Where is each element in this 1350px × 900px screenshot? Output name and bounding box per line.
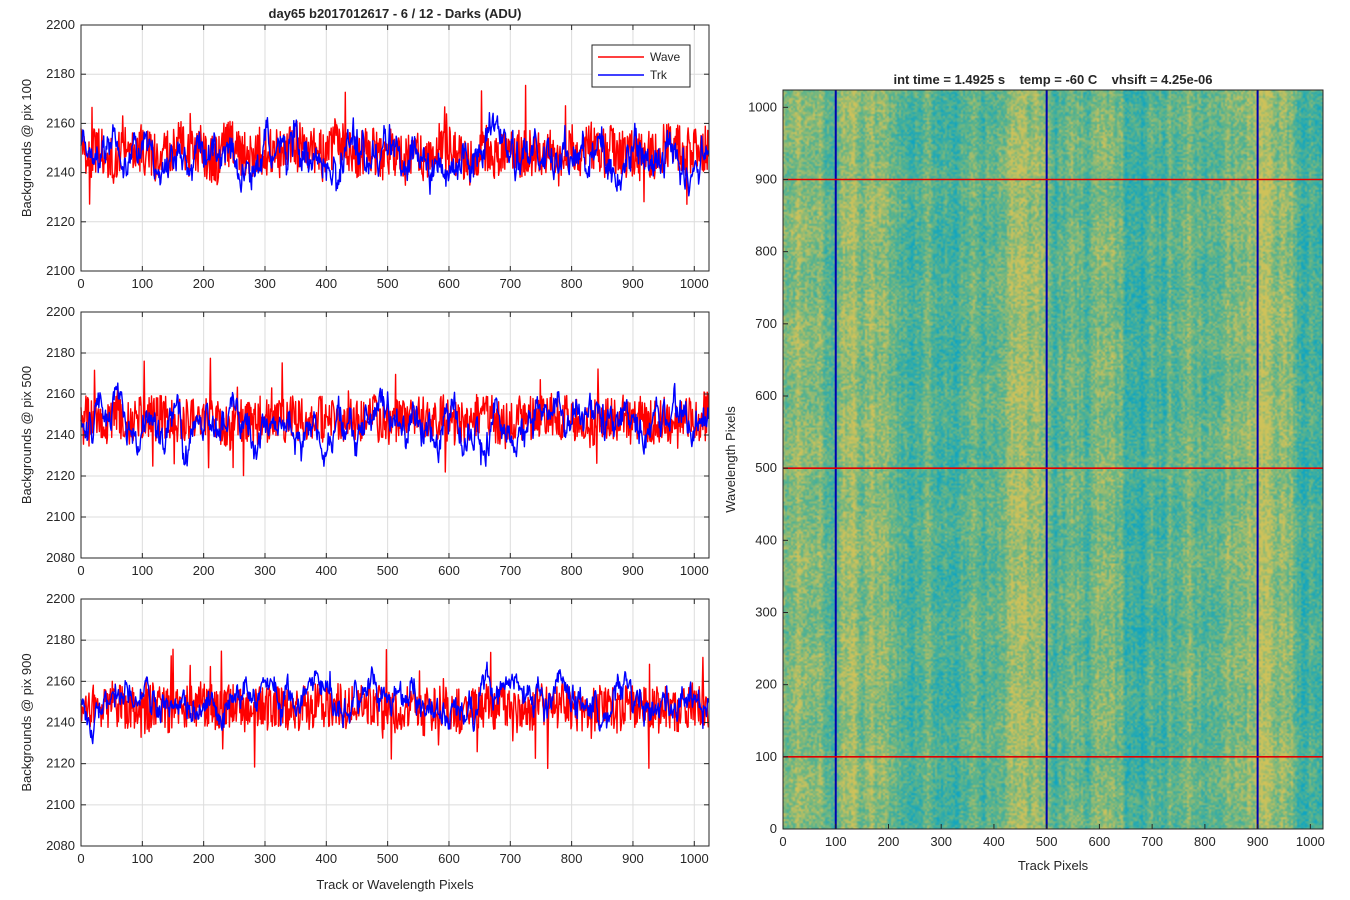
x-tick-label: 100 [131,851,153,866]
x-tick-label: 500 [377,851,399,866]
x-tick-label: 1000 [1296,834,1325,849]
y-tick-label: 2140 [46,165,75,180]
x-tick-label: 500 [1036,834,1058,849]
x-tick-label: 200 [193,851,215,866]
x-tick-label: 200 [878,834,900,849]
x-tick-label: 800 [561,563,583,578]
y-tick-label: 300 [755,604,777,619]
y-tick-label: 500 [755,460,777,475]
y-tick-label: 2140 [46,427,75,442]
x-tick-label: 900 [622,851,644,866]
x-tick-label: 0 [77,851,84,866]
x-tick-label: 400 [983,834,1005,849]
heatmap-panel: 0 100 200 300 400 500 600 700 800 900 1000 0 100 200 3… [723,72,1325,873]
chart-title: day65 b2017012617 - 6 / 12 - Darks (ADU) [269,6,522,21]
x-tick-label: 400 [315,563,337,578]
y-tick-label: 1000 [748,99,777,114]
x-tick-label: 800 [1194,834,1216,849]
x-tick-label: 200 [193,563,215,578]
x-tick-label: 1000 [680,563,709,578]
series-line-trk [80,661,710,745]
x-tick-label: 600 [438,276,460,291]
x-tick-label: 900 [622,276,644,291]
x-tick-label: 300 [254,276,276,291]
line-panel-2: 0 100 200 300 400 500 600 700 800 900 1000 2080 2100… [19,304,710,578]
x-tick-label: 800 [561,276,583,291]
x-tick-label: 300 [930,834,952,849]
line-panel-3: 0 100 200 300 400 500 600 700 800 900 1000 2080 2100… [19,591,710,892]
y-tick-label: 2100 [46,509,75,524]
y-tick-label: 2120 [46,214,75,229]
y-tick-label: 800 [755,244,777,259]
x-tick-label: 1000 [680,276,709,291]
y-tick-label: 200 [755,677,777,692]
y-axis-label: Backgrounds @ pix 100 [19,79,34,217]
legend-label-trk: Trk [650,68,668,82]
x-tick-label: 0 [77,563,84,578]
legend-label-wave: Wave [650,50,681,64]
x-tick-label: 500 [377,276,399,291]
y-tick-label: 0 [770,821,777,836]
y-tick-label: 100 [755,749,777,764]
y-tick-label: 2160 [46,115,75,130]
y-tick-label: 2100 [46,797,75,812]
y-tick-label: 2200 [46,17,75,32]
y-tick-label: 2180 [46,632,75,647]
axes-frame [80,24,710,272]
y-tick-label: 2160 [46,386,75,401]
x-tick-label: 500 [377,563,399,578]
x-tick-label: 900 [622,563,644,578]
x-tick-label: 700 [499,276,521,291]
x-axis-label: Track or Wavelength Pixels [316,877,474,892]
y-tick-label: 400 [755,532,777,547]
y-tick-label: 2120 [46,468,75,483]
x-tick-label: 900 [1247,834,1269,849]
chart-title: int time = 1.4925 s temp = -60 C vhsift … [893,72,1212,87]
y-tick-label: 600 [755,388,777,403]
x-axis-label: Track Pixels [1018,858,1089,873]
y-tick-label: 2180 [46,66,75,81]
x-tick-label: 100 [825,834,847,849]
x-tick-label: 1000 [680,851,709,866]
y-tick-label: 700 [755,316,777,331]
y-tick-label: 2120 [46,756,75,771]
x-tick-label: 600 [438,563,460,578]
x-tick-label: 400 [315,851,337,866]
x-tick-label: 300 [254,851,276,866]
series-line-trk [80,111,710,197]
series-line-trk [80,382,710,467]
x-tick-label: 300 [254,563,276,578]
x-tick-label: 100 [131,276,153,291]
y-tick-label: 2080 [46,838,75,853]
legend-box [591,44,691,88]
y-tick-label: 900 [755,171,777,186]
x-tick-label: 0 [779,834,786,849]
x-tick-label: 600 [1089,834,1111,849]
y-tick-label: 2180 [46,345,75,360]
line-panel-1: 0 100 200 300 400 500 600 700 800 900 1000 2100 2120… [19,6,710,291]
x-tick-label: 600 [438,851,460,866]
x-tick-label: 700 [1141,834,1163,849]
y-axis-label: Wavelength Pixels [723,406,738,513]
y-tick-label: 2200 [46,591,75,606]
legend: Wave Trk [591,44,691,88]
x-tick-label: 200 [193,276,215,291]
x-tick-label: 800 [561,851,583,866]
axes-frame [782,89,1324,830]
y-axis-label: Backgrounds @ pix 500 [19,366,34,504]
x-tick-label: 700 [499,563,521,578]
x-tick-label: 0 [77,276,84,291]
y-tick-label: 2140 [46,715,75,730]
x-tick-label: 700 [499,851,521,866]
y-tick-label: 2200 [46,304,75,319]
x-tick-label: 100 [131,563,153,578]
heatmap-image [783,90,1323,829]
y-tick-label: 2100 [46,263,75,278]
y-tick-label: 2160 [46,673,75,688]
y-axis-label: Backgrounds @ pix 900 [19,653,34,791]
x-tick-label: 400 [315,276,337,291]
y-tick-label: 2080 [46,550,75,565]
